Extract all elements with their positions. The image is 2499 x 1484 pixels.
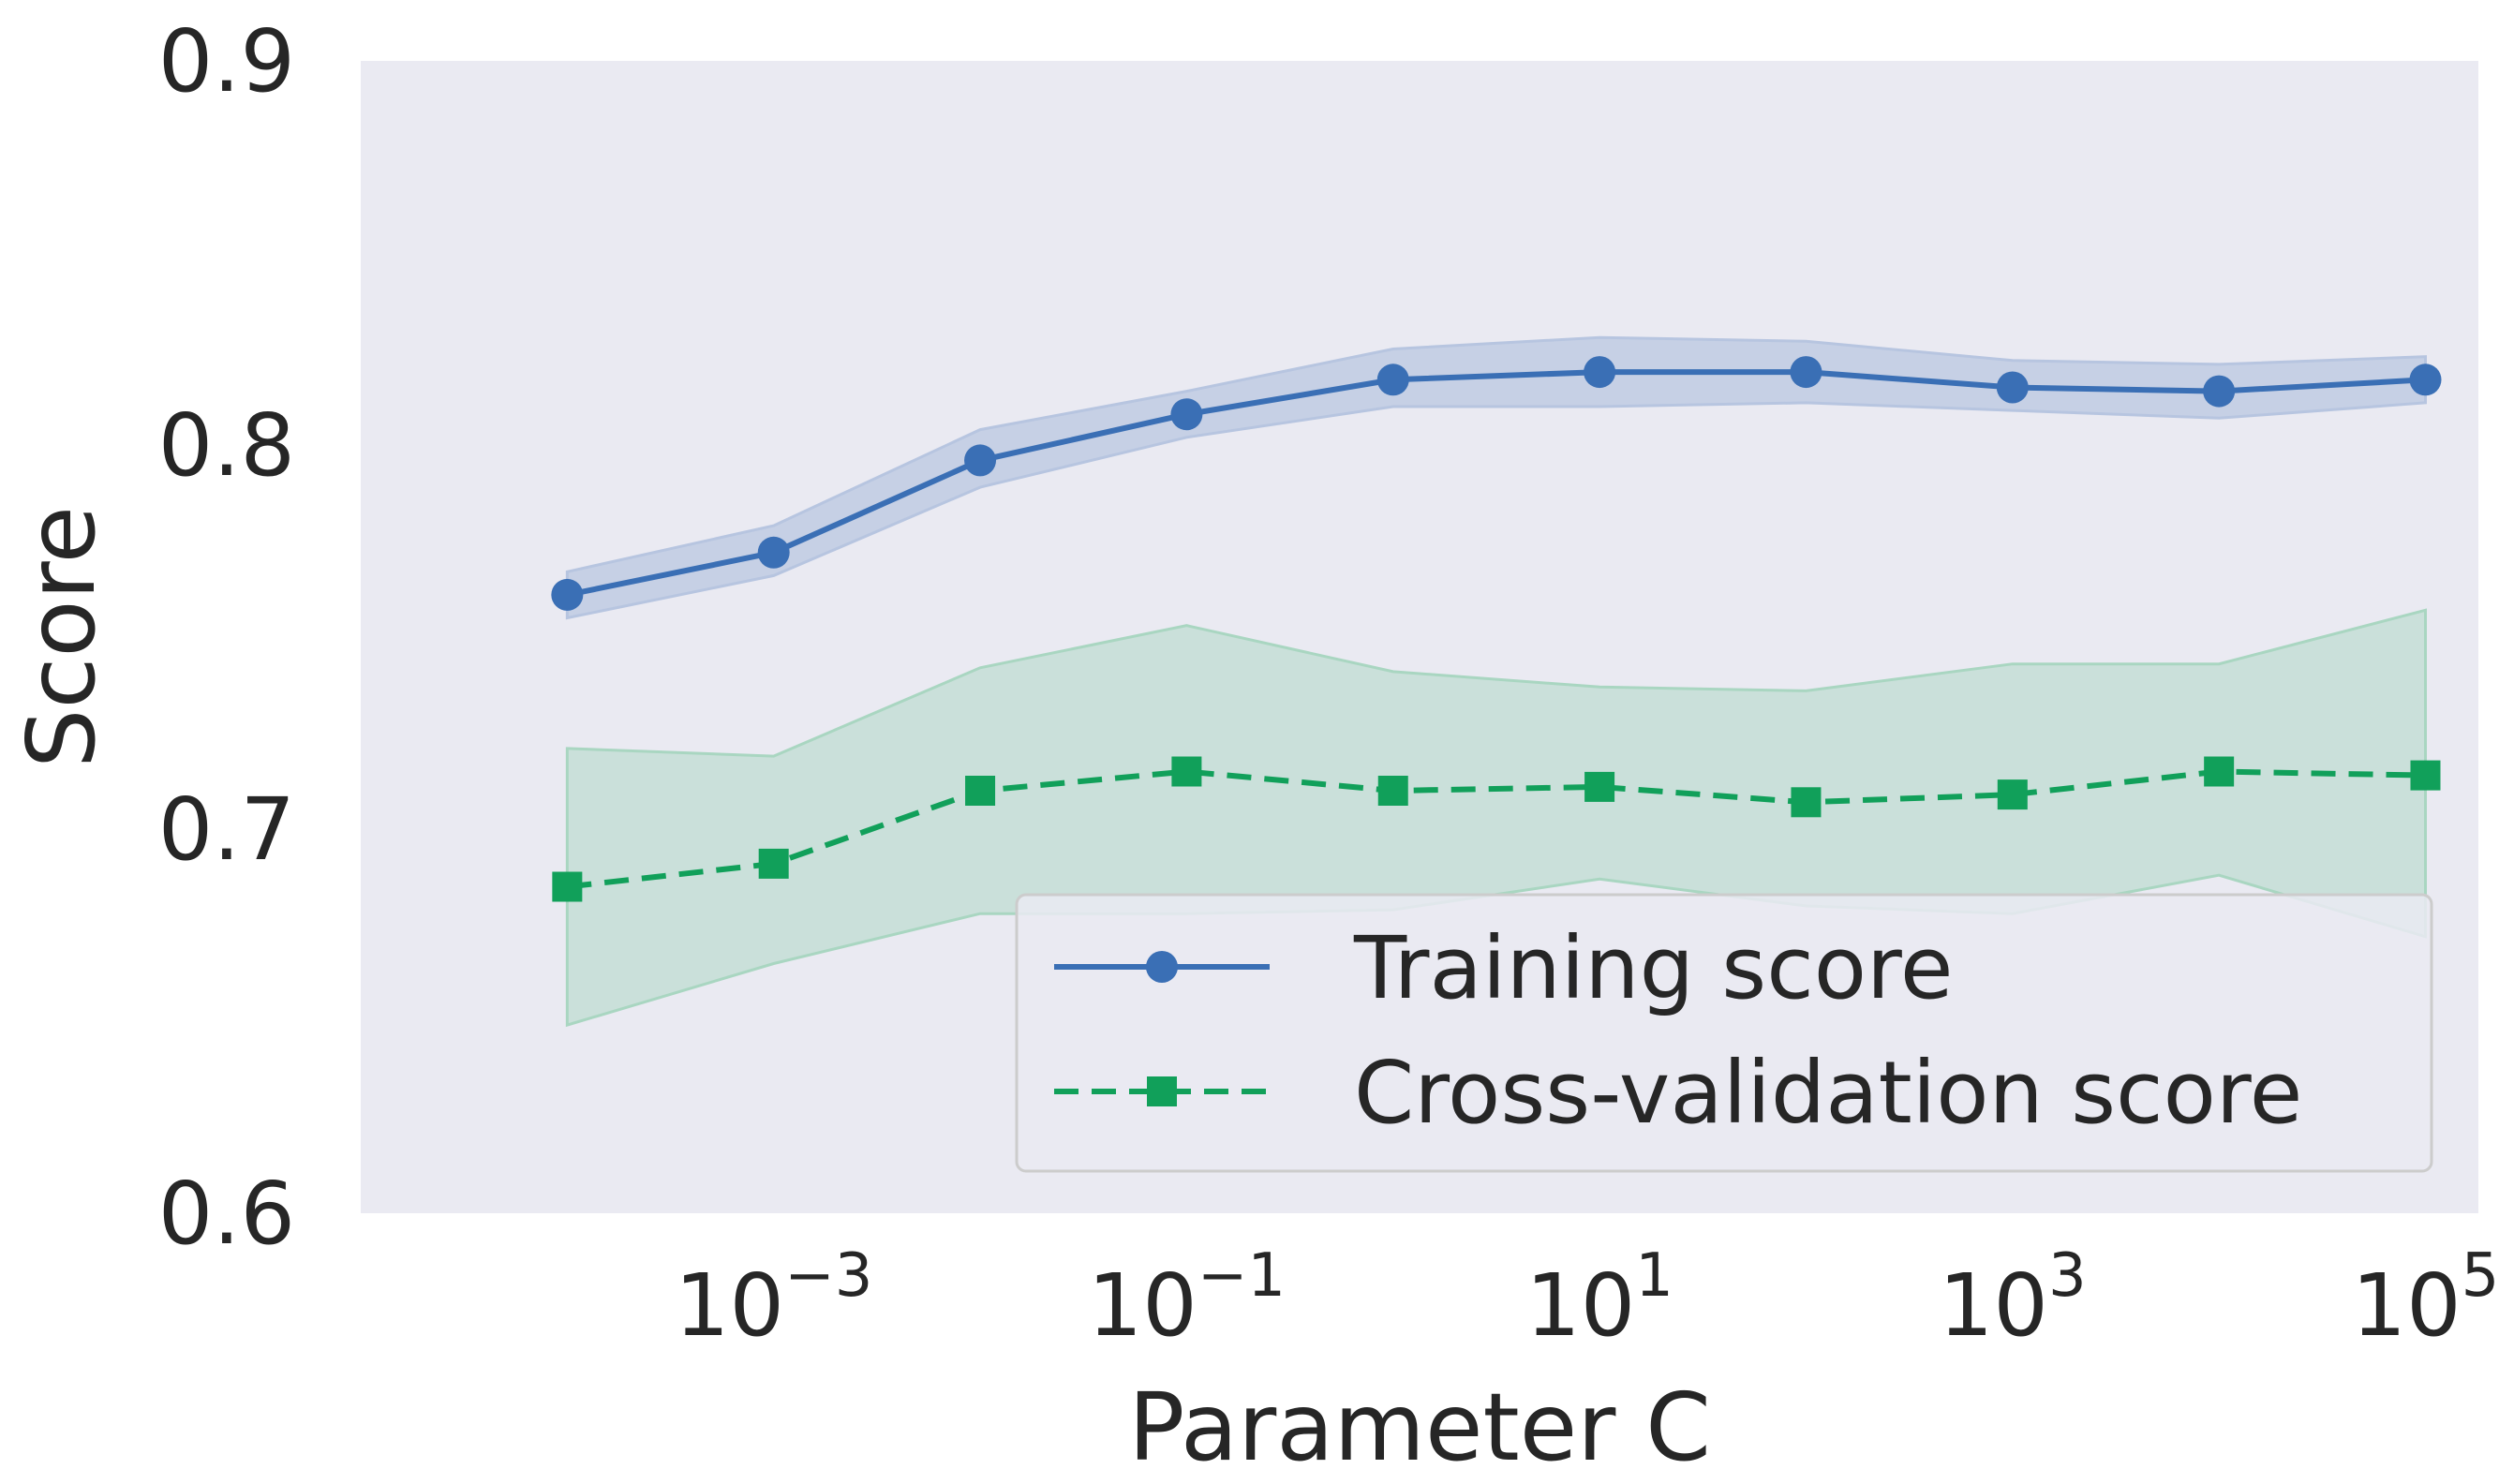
cv-point [1997, 779, 2028, 810]
x-axis-ticks: 10−3 10−1 101 103 105 [675, 1241, 2499, 1356]
training-point [964, 444, 997, 477]
legend-training-label: Training score [1353, 918, 1953, 1018]
cv-point [2204, 756, 2235, 787]
series-markers [551, 356, 2442, 902]
series-line-cv [567, 768, 2426, 890]
y-axis-label: Score [7, 506, 116, 768]
legend-box [1015, 893, 2433, 1173]
y-tick-label: 0.8 [158, 395, 295, 496]
cv-point [1377, 776, 1408, 806]
cv-point [552, 871, 583, 902]
training-point [551, 578, 584, 611]
x-tick-label: 10−3 [675, 1241, 872, 1356]
cv-point [1171, 756, 1202, 787]
y-tick-label: 0.7 [158, 779, 295, 880]
x-tick-label: 101 [1525, 1241, 1673, 1356]
training-point [1376, 364, 1409, 396]
legend-cv-marker [1147, 1076, 1177, 1106]
series-line-training [566, 369, 2426, 598]
training-point [1996, 371, 2029, 404]
cv-point [1791, 787, 1822, 818]
x-tick-label: 105 [2352, 1241, 2499, 1356]
band-training [565, 335, 2427, 620]
y-tick-label: 0.6 [158, 1164, 295, 1264]
series-lines [566, 369, 2426, 890]
y-axis-ticks: 0.6 0.7 0.8 0.9 [158, 11, 295, 1264]
training-point [1790, 356, 1822, 389]
cv-point [965, 776, 996, 806]
y-tick-label: 0.9 [158, 11, 295, 111]
x-axis-label: Parameter C [1128, 1373, 1711, 1482]
cv-point [2410, 760, 2441, 791]
x-tick-label: 103 [1939, 1241, 2087, 1356]
legend-training-marker [1146, 951, 1178, 983]
training-point [1170, 398, 1203, 431]
training-point [2409, 364, 2442, 396]
cv-point [1584, 771, 1615, 802]
training-point [1584, 356, 1616, 389]
training-point [2203, 375, 2236, 408]
legend: Training score Cross-validation score [1015, 893, 2433, 1173]
legend-cv-label: Cross-validation score [1354, 1043, 2302, 1143]
cv-point [758, 848, 789, 879]
x-tick-label: 10−1 [1088, 1241, 1286, 1356]
training-point [757, 536, 790, 569]
